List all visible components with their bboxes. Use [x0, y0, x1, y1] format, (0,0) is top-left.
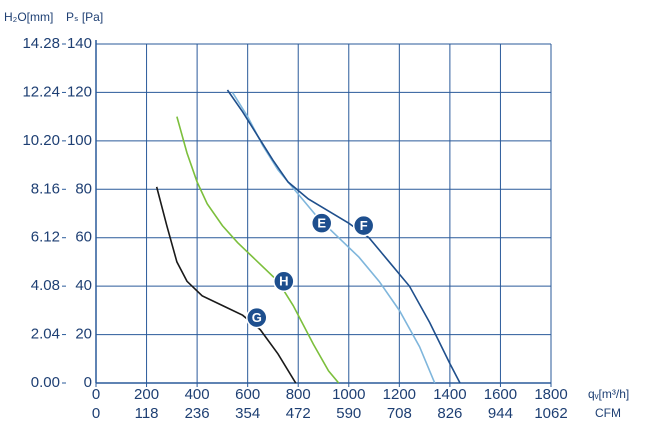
y2-tick-label: 10.20 — [22, 132, 60, 149]
x2-tick-label: 472 — [286, 405, 311, 422]
x-tick-label: 0 — [92, 386, 100, 403]
x-tick-label: 200 — [134, 386, 159, 403]
y-tick-label: 20 — [75, 326, 92, 343]
y-axis-title: Pₛ [Pa] — [66, 10, 103, 24]
curve-marker — [310, 212, 333, 234]
x-tick-label: 1800 — [534, 386, 567, 403]
y2-tick-label: 12.24 — [22, 83, 60, 100]
y-tick-label: 120 — [67, 83, 92, 100]
y-tick-label: 140 — [67, 35, 92, 52]
x2-tick-label: 1062 — [534, 405, 567, 422]
y2-axis-title: H₂O[mm] — [4, 10, 53, 24]
y2-tick-label: 8.16 — [31, 180, 60, 197]
y2-tick-label: 6.12 — [31, 229, 60, 246]
x2-tick-label: 354 — [235, 405, 260, 422]
x2-tick-label: 708 — [387, 405, 412, 422]
x-tick-label: 800 — [286, 386, 311, 403]
y-tick-label: 60 — [75, 229, 92, 246]
y2-tick-label: 4.08 — [31, 277, 60, 294]
x2-tick-label: 826 — [437, 405, 462, 422]
y-tick-label: 80 — [75, 180, 92, 197]
x-tick-label: 400 — [185, 386, 210, 403]
curve — [155, 186, 297, 384]
x-tick-label: 1600 — [484, 386, 517, 403]
x-tick-label: 1200 — [383, 386, 416, 403]
curve — [176, 116, 340, 384]
y2-tick-label: 14.28 — [22, 35, 60, 52]
y-tick-label: 0 — [84, 374, 92, 391]
curve-label: G — [252, 310, 262, 325]
x2-tick-label: 0 — [92, 405, 100, 422]
x2-tick-label: 236 — [185, 405, 210, 422]
x2-tick-label: 590 — [336, 405, 361, 422]
curve — [226, 89, 461, 384]
x-tick-label: 1000 — [332, 386, 365, 403]
curve-label: H — [279, 274, 288, 289]
curve-marker — [352, 214, 375, 237]
x2-tick-label: 118 — [135, 405, 159, 422]
y-tick-label: 100 — [67, 132, 92, 149]
x-axis-title: qᵥ[m³/h] — [588, 387, 629, 401]
curve-label: F — [360, 218, 368, 233]
curve-marker — [273, 270, 295, 293]
x-tick-label: 600 — [235, 386, 260, 403]
y2-tick-label: 0.00 — [31, 374, 60, 391]
y-tick-label: 40 — [75, 277, 92, 294]
x2-tick-label: 944 — [488, 405, 513, 422]
curve-label: E — [317, 216, 326, 231]
x2-axis-title: CFM — [595, 406, 621, 420]
curve-marker — [246, 306, 268, 329]
y2-tick-label: 2.04 — [31, 326, 60, 343]
x-tick-label: 1400 — [433, 386, 466, 403]
